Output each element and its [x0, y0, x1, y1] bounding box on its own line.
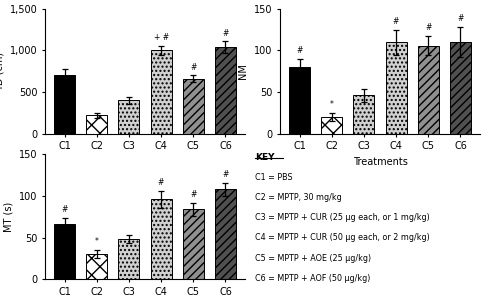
Text: C5 = MPTP + AOE (25 μg/kg): C5 = MPTP + AOE (25 μg/kg) — [255, 254, 371, 263]
Y-axis label: TD (cm): TD (cm) — [0, 52, 4, 91]
Text: C2 = MPTP, 30 mg/kg: C2 = MPTP, 30 mg/kg — [255, 193, 342, 202]
Bar — [183, 79, 204, 134]
Bar — [118, 239, 140, 279]
Text: #: # — [222, 170, 228, 179]
Text: #: # — [158, 178, 164, 187]
Y-axis label: MT (s): MT (s) — [4, 202, 14, 232]
Bar — [289, 67, 310, 134]
Bar — [215, 189, 236, 279]
Bar — [150, 199, 172, 279]
Text: #: # — [190, 63, 196, 72]
Bar — [86, 254, 107, 279]
Text: *: * — [330, 100, 334, 109]
Text: #: # — [458, 15, 464, 23]
Text: C6 = MPTP + AOF (50 μg/kg): C6 = MPTP + AOF (50 μg/kg) — [255, 274, 370, 283]
Text: + #: + # — [154, 33, 168, 42]
X-axis label: Treatments: Treatments — [118, 157, 172, 167]
Bar — [118, 100, 140, 134]
Bar — [54, 224, 75, 279]
Y-axis label: NM: NM — [238, 63, 248, 79]
Bar — [54, 75, 75, 134]
Text: #: # — [296, 46, 302, 55]
Text: #: # — [222, 29, 228, 38]
Bar — [386, 42, 406, 134]
Text: #: # — [393, 17, 400, 26]
Text: C4 = MPTP + CUR (50 μg each, or 2 mg/kg): C4 = MPTP + CUR (50 μg each, or 2 mg/kg) — [255, 233, 430, 242]
Bar — [418, 45, 438, 134]
Bar — [450, 42, 471, 134]
Bar — [215, 47, 236, 134]
Text: #: # — [62, 205, 68, 214]
Bar — [354, 95, 374, 134]
Text: C1 = PBS: C1 = PBS — [255, 173, 292, 182]
Text: KEY: KEY — [255, 153, 274, 162]
Bar — [183, 209, 204, 279]
Text: *: * — [95, 237, 98, 246]
Bar — [322, 117, 342, 134]
Bar — [150, 50, 172, 134]
X-axis label: Treatments: Treatments — [352, 157, 408, 167]
Text: #: # — [190, 190, 196, 199]
Text: C3 = MPTP + CUR (25 μg each, or 1 mg/kg): C3 = MPTP + CUR (25 μg each, or 1 mg/kg) — [255, 213, 430, 222]
Bar — [86, 115, 107, 134]
Text: #: # — [425, 23, 432, 32]
